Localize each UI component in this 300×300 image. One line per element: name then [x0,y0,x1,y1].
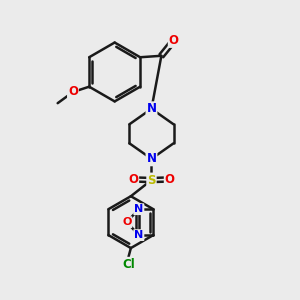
Text: N: N [134,230,143,240]
Text: O: O [122,217,131,227]
Text: O: O [128,173,138,186]
Text: O: O [68,85,78,98]
Text: N: N [146,152,157,165]
Text: O: O [169,34,179,47]
Text: S: S [147,173,156,187]
Text: O: O [165,173,175,186]
Text: N: N [146,102,157,115]
Text: Cl: Cl [122,258,135,271]
Text: N: N [134,204,143,214]
